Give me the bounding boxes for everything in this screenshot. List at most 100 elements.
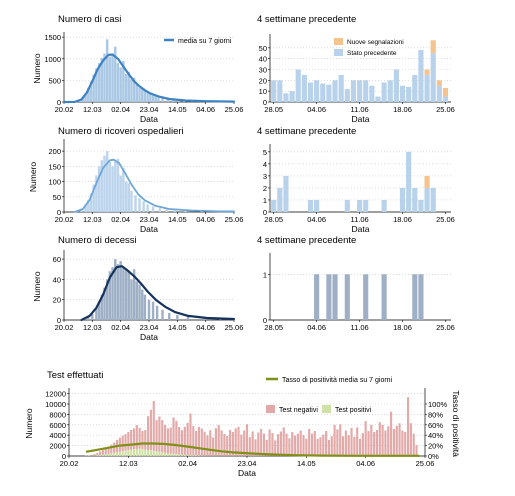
legend-swatch-nuove [334,38,343,45]
y-tick-label: 20 [259,76,267,85]
bar-test-negativi [147,416,150,451]
bar-stato-precedente [301,74,307,102]
bar-stato-precedente [412,187,418,212]
y-tick-label: 0 [57,208,61,217]
legend-label: Nuove segnalazioni [347,39,404,46]
bar-stato-precedente [326,84,332,102]
chart-title: 4 settimane precedente [257,235,356,246]
bar-test-negativi [370,424,373,456]
x-tick-label: 23.04 [140,105,159,114]
series-line [73,158,235,213]
bar-test-negativi [409,423,412,456]
bar [116,158,120,212]
y-tick-label: 0 [263,316,267,325]
x-tick-label: 04.06 [307,105,326,114]
bar [114,161,117,212]
bar-test-positivi [135,448,138,456]
bar-test-negativi [313,431,316,456]
bar [130,190,133,212]
x-axis-label: Data [140,114,158,124]
bar [130,279,133,320]
bar-stato-precedente [375,96,381,102]
x-tick-label: 28.05 [264,323,283,332]
bar-test-negativi [401,430,404,456]
x-tick-label: 04.06 [307,215,326,224]
x-tick-label: 04.06 [307,323,326,332]
y-tick-label: 0 [62,452,66,461]
bar-test-negativi [395,425,398,456]
bar-test-negativi [367,431,370,456]
bar-test-negativi [245,424,249,456]
bar-test-negativi [260,428,263,456]
bar-test-positivi [99,454,102,456]
bar-test-negativi [212,437,215,456]
bar [147,299,151,320]
bar-stato-precedente [314,274,320,320]
y-tick-label: 50 [53,193,61,202]
bar-test-negativi [220,430,223,456]
bar [157,97,160,102]
bar [87,199,90,212]
bar [149,93,152,102]
x-tick-label: 04.06 [196,323,215,332]
bar-stato-precedente [289,91,295,102]
x-tick-label: 02.04 [178,459,197,468]
bar-test-negativi [189,413,192,456]
bar-test-positivi [101,454,104,456]
bar-stato-precedente [344,89,350,102]
bar-stato-precedente [424,187,430,212]
y2-tick-label: 80% [428,410,443,419]
bar [95,307,98,320]
legend-label: Tasso di positività media su 7 giorni [282,377,393,384]
bar-test-negativi [228,429,232,456]
bar-stato-precedente [412,74,418,102]
bar-stato-precedente [399,187,406,212]
bar [108,271,112,320]
bar-stato-precedente [393,69,399,102]
bar-test-positivi [180,454,184,456]
bar-test-negativi [398,423,401,456]
bar [122,60,125,102]
bar-test-negativi [243,430,246,456]
x-tick-label: 04.06 [196,215,215,224]
bar-stato-precedente [430,187,436,212]
bar [100,160,103,212]
bar-test-positivi [172,453,175,456]
bar [80,208,83,212]
x-axis-label: Data [238,468,256,478]
x-axis-label: Data [140,332,158,342]
y-tick-label: 10000 [45,400,66,409]
bar [111,54,114,102]
bar-test-negativi [206,435,209,456]
series-line [80,265,236,322]
y-tick-label: 1 [263,196,267,205]
y-tick-label: 1500 [44,33,61,42]
bar [124,73,128,102]
bar-stato-precedente [430,53,436,102]
bar [146,92,149,102]
bar [135,84,139,102]
bar-test-negativi [169,427,172,454]
x-tick-label: 25.06 [436,323,455,332]
bar-test-negativi [152,400,155,451]
x-tick-label: 28.05 [264,105,283,114]
x-tick-label: 25.06 [225,105,244,114]
bar-test-negativi [223,433,226,456]
bar [127,71,130,102]
y-tick-label: 1 [263,270,267,279]
bar-test-negativi [257,432,260,456]
bar-stato-precedente [277,187,283,212]
chart-title: 4 settimane precedente [257,14,356,25]
bar-test-positivi [110,453,113,456]
x-tick-label: 25.06 [436,215,455,224]
x-tick-label: 20.02 [55,105,74,114]
bar-stato-precedente [283,93,289,102]
bar-test-negativi [254,439,257,456]
series-line [62,53,236,104]
bar-test-negativi [240,434,243,456]
bar-test-negativi [302,435,305,456]
bar [95,175,98,212]
y-tick-label: 5 [263,148,267,157]
x-axis-label: Data [352,224,370,234]
bar [135,281,139,320]
